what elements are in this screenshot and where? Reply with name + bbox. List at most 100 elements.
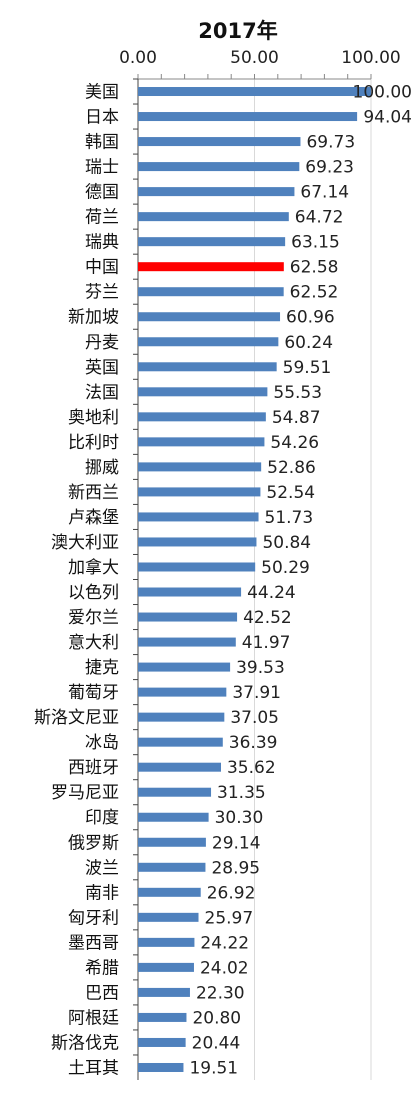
- bar: [138, 787, 212, 797]
- category-label: 法国: [85, 383, 119, 403]
- category-label: 比利时: [68, 433, 119, 453]
- category-label: 丹麦: [85, 333, 119, 353]
- data-label: 36.39: [229, 733, 278, 753]
- data-label: 51.73: [265, 508, 314, 528]
- category-label: 新西兰: [68, 483, 119, 503]
- data-label: 19.51: [189, 1058, 238, 1078]
- bar: [138, 737, 223, 747]
- category-label: 挪威: [85, 458, 119, 478]
- bar: [138, 687, 227, 697]
- bar: [138, 87, 371, 97]
- value-labels: 100.00 94.04 69.73 69.23 67.14 64.72 63.15 62.5…: [189, 83, 412, 1079]
- data-label: 60.96: [286, 308, 335, 328]
- category-label: 斯洛文尼亚: [34, 708, 119, 728]
- category-label: 芬兰: [85, 283, 119, 303]
- data-label: 20.80: [192, 1008, 241, 1028]
- data-label: 44.24: [247, 583, 296, 603]
- bar: [138, 862, 206, 872]
- bar: [138, 412, 266, 422]
- x-tick-label: 50.00: [230, 48, 279, 68]
- category-label: 希腊: [85, 958, 119, 978]
- category-label: 日本: [85, 108, 119, 128]
- data-label: 24.02: [200, 958, 249, 978]
- bars: [138, 87, 371, 1072]
- category-label: 冰岛: [85, 733, 119, 753]
- bar: [138, 962, 194, 972]
- bar: [138, 662, 231, 672]
- x-tick-label: 0.00: [119, 48, 157, 68]
- data-label: 55.53: [273, 383, 322, 403]
- chart-title: 2017年: [198, 19, 277, 43]
- bar: [138, 837, 206, 847]
- data-label: 29.14: [212, 833, 261, 853]
- data-label: 62.58: [290, 258, 339, 278]
- data-label: 50.84: [262, 533, 311, 553]
- bar: [138, 612, 238, 622]
- data-label: 63.15: [291, 233, 340, 253]
- bar: [138, 362, 277, 372]
- data-label: 28.95: [211, 858, 260, 878]
- bar: [138, 262, 284, 272]
- bar: [138, 537, 257, 547]
- bar: [138, 462, 262, 472]
- bar: [138, 1062, 184, 1072]
- category-label: 俄罗斯: [68, 833, 119, 853]
- bar: [138, 887, 201, 897]
- data-label: 30.30: [215, 808, 264, 828]
- category-label: 奥地利: [68, 408, 119, 428]
- data-label: 31.35: [217, 783, 266, 803]
- data-label: 25.97: [205, 908, 254, 928]
- bar: [138, 137, 301, 147]
- category-label: 墨西哥: [68, 933, 119, 953]
- category-label: 荷兰: [85, 208, 119, 228]
- category-label: 爱尔兰: [68, 608, 119, 628]
- data-label: 52.54: [266, 483, 315, 503]
- bar: [138, 212, 289, 222]
- category-label: 波兰: [85, 858, 119, 878]
- data-label: 52.86: [267, 458, 316, 478]
- category-label: 捷克: [85, 658, 119, 678]
- category-label: 英国: [85, 358, 119, 378]
- category-label: 以色列: [68, 583, 119, 603]
- category-label: 葡萄牙: [68, 683, 119, 703]
- category-labels: 美国日本韩国瑞士德国荷兰瑞典中国芬兰新加坡丹麦英国法国奥地利比利时挪威新西兰卢森…: [34, 83, 119, 1079]
- data-label: 67.14: [300, 183, 349, 203]
- data-label: 37.91: [232, 683, 281, 703]
- data-label: 42.52: [243, 608, 292, 628]
- bar: [138, 812, 209, 822]
- category-label: 西班牙: [68, 758, 119, 778]
- bar: [138, 437, 265, 447]
- data-label: 22.30: [196, 983, 245, 1003]
- x-tick-label: 100.00: [341, 48, 400, 68]
- data-label: 54.87: [272, 408, 321, 428]
- data-label: 69.73: [306, 133, 355, 153]
- category-label: 匈牙利: [68, 908, 119, 928]
- data-label: 69.23: [305, 158, 354, 178]
- bar: [138, 1012, 187, 1022]
- bar: [138, 637, 236, 647]
- data-label: 50.29: [261, 558, 310, 578]
- bar: [138, 387, 268, 397]
- category-label: 瑞士: [85, 158, 119, 178]
- bar: [138, 237, 286, 247]
- data-label: 37.05: [230, 708, 279, 728]
- data-label: 20.44: [192, 1033, 241, 1053]
- data-label: 24.22: [200, 933, 249, 953]
- bar: [138, 312, 281, 322]
- gridlines: [254, 79, 372, 1080]
- category-label: 意大利: [68, 633, 119, 653]
- data-label: 94.04: [363, 108, 412, 128]
- data-label: 39.53: [236, 658, 285, 678]
- bar: [138, 1037, 186, 1047]
- data-label: 35.62: [227, 758, 276, 778]
- category-label: 巴西: [85, 983, 119, 1003]
- data-label: 60.24: [284, 333, 333, 353]
- x-axis: 0.00 50.00 100.00: [119, 48, 401, 1080]
- data-label: 26.92: [207, 883, 256, 903]
- bar: [138, 287, 284, 297]
- category-label: 南非: [85, 883, 119, 903]
- category-label: 加拿大: [68, 557, 119, 578]
- category-label: 美国: [85, 83, 119, 103]
- bar: [138, 337, 279, 347]
- bar: [138, 587, 242, 597]
